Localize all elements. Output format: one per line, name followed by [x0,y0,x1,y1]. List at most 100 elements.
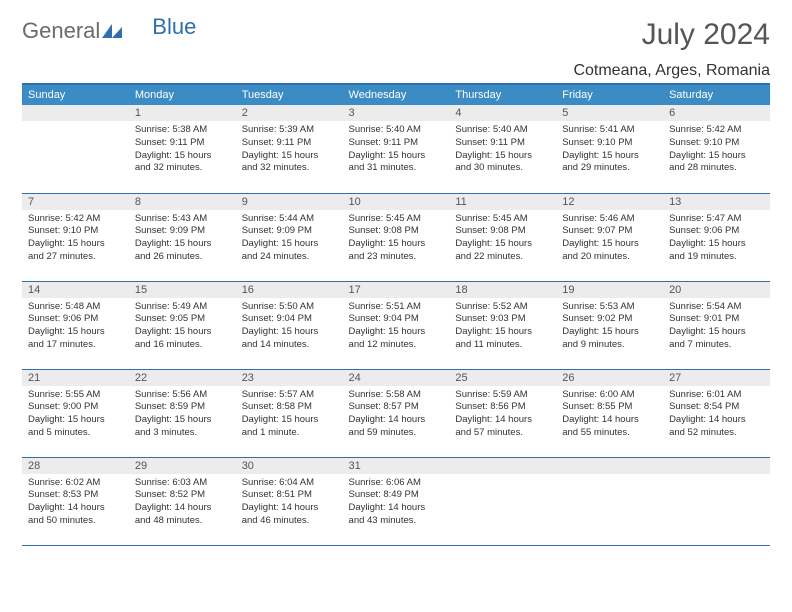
day-data: Sunrise: 6:06 AMSunset: 8:49 PMDaylight:… [343,474,450,532]
calendar-day-cell: 21Sunrise: 5:55 AMSunset: 9:00 PMDayligh… [22,369,129,457]
day-number: 17 [343,282,450,298]
day-number: 26 [556,370,663,386]
day-data: Sunrise: 5:56 AMSunset: 8:59 PMDaylight:… [129,386,236,444]
day-data: Sunrise: 5:51 AMSunset: 9:04 PMDaylight:… [343,298,450,356]
calendar-day-cell: 22Sunrise: 5:56 AMSunset: 8:59 PMDayligh… [129,369,236,457]
calendar-day-cell: 14Sunrise: 5:48 AMSunset: 9:06 PMDayligh… [22,281,129,369]
weekday-header: Saturday [663,85,770,105]
calendar-day-cell: 9Sunrise: 5:44 AMSunset: 9:09 PMDaylight… [236,193,343,281]
day-number: 25 [449,370,556,386]
day-number [556,458,663,474]
day-data: Sunrise: 5:49 AMSunset: 9:05 PMDaylight:… [129,298,236,356]
day-data: Sunrise: 6:00 AMSunset: 8:55 PMDaylight:… [556,386,663,444]
calendar-week-row: 1Sunrise: 5:38 AMSunset: 9:11 PMDaylight… [22,105,770,193]
day-data: Sunrise: 6:02 AMSunset: 8:53 PMDaylight:… [22,474,129,532]
day-data: Sunrise: 5:57 AMSunset: 8:58 PMDaylight:… [236,386,343,444]
day-data: Sunrise: 5:50 AMSunset: 9:04 PMDaylight:… [236,298,343,356]
calendar-day-cell: 24Sunrise: 5:58 AMSunset: 8:57 PMDayligh… [343,369,450,457]
day-data: Sunrise: 5:58 AMSunset: 8:57 PMDaylight:… [343,386,450,444]
calendar-day-cell: 2Sunrise: 5:39 AMSunset: 9:11 PMDaylight… [236,105,343,193]
day-data: Sunrise: 5:41 AMSunset: 9:10 PMDaylight:… [556,121,663,179]
calendar-day-cell: 30Sunrise: 6:04 AMSunset: 8:51 PMDayligh… [236,457,343,545]
day-number: 5 [556,105,663,121]
day-number: 22 [129,370,236,386]
day-number: 10 [343,194,450,210]
day-number [449,458,556,474]
calendar-day-cell: 11Sunrise: 5:45 AMSunset: 9:08 PMDayligh… [449,193,556,281]
day-data: Sunrise: 5:59 AMSunset: 8:56 PMDaylight:… [449,386,556,444]
calendar-day-cell: 29Sunrise: 6:03 AMSunset: 8:52 PMDayligh… [129,457,236,545]
day-number: 24 [343,370,450,386]
day-number: 7 [22,194,129,210]
day-number: 12 [556,194,663,210]
calendar-day-cell: 4Sunrise: 5:40 AMSunset: 9:11 PMDaylight… [449,105,556,193]
calendar-week-row: 7Sunrise: 5:42 AMSunset: 9:10 PMDaylight… [22,193,770,281]
weekday-header: Friday [556,85,663,105]
weekday-header: Wednesday [343,85,450,105]
calendar-day-cell: 13Sunrise: 5:47 AMSunset: 9:06 PMDayligh… [663,193,770,281]
weekday-header: Monday [129,85,236,105]
calendar-day-cell: 12Sunrise: 5:46 AMSunset: 9:07 PMDayligh… [556,193,663,281]
logo-word2: Blue [152,14,196,40]
calendar-day-cell: 18Sunrise: 5:52 AMSunset: 9:03 PMDayligh… [449,281,556,369]
title-block: July 2024 [642,18,770,54]
day-data: Sunrise: 5:45 AMSunset: 9:08 PMDaylight:… [343,210,450,268]
day-number [22,105,129,121]
day-data: Sunrise: 5:46 AMSunset: 9:07 PMDaylight:… [556,210,663,268]
day-data [449,474,556,530]
month-title: July 2024 [642,18,770,52]
day-number: 1 [129,105,236,121]
calendar-day-cell: 8Sunrise: 5:43 AMSunset: 9:09 PMDaylight… [129,193,236,281]
day-data: Sunrise: 5:42 AMSunset: 9:10 PMDaylight:… [22,210,129,268]
calendar-day-cell: 1Sunrise: 5:38 AMSunset: 9:11 PMDaylight… [129,105,236,193]
day-number: 30 [236,458,343,474]
day-data [22,121,129,177]
day-number: 20 [663,282,770,298]
day-number: 19 [556,282,663,298]
day-number: 14 [22,282,129,298]
day-data: Sunrise: 6:04 AMSunset: 8:51 PMDaylight:… [236,474,343,532]
day-number [663,458,770,474]
calendar-day-cell: 20Sunrise: 5:54 AMSunset: 9:01 PMDayligh… [663,281,770,369]
weekday-header: Thursday [449,85,556,105]
day-data: Sunrise: 5:55 AMSunset: 9:00 PMDaylight:… [22,386,129,444]
day-number: 3 [343,105,450,121]
day-data [663,474,770,530]
calendar-week-row: 21Sunrise: 5:55 AMSunset: 9:00 PMDayligh… [22,369,770,457]
calendar-week-row: 28Sunrise: 6:02 AMSunset: 8:53 PMDayligh… [22,457,770,545]
calendar-day-cell: 25Sunrise: 5:59 AMSunset: 8:56 PMDayligh… [449,369,556,457]
weekday-header: Sunday [22,85,129,105]
location-row: Cotmeana, Arges, Romania [22,62,770,85]
day-data: Sunrise: 5:53 AMSunset: 9:02 PMDaylight:… [556,298,663,356]
calendar-day-cell: 19Sunrise: 5:53 AMSunset: 9:02 PMDayligh… [556,281,663,369]
day-number: 18 [449,282,556,298]
day-number: 31 [343,458,450,474]
day-data: Sunrise: 6:03 AMSunset: 8:52 PMDaylight:… [129,474,236,532]
calendar-week-row: 14Sunrise: 5:48 AMSunset: 9:06 PMDayligh… [22,281,770,369]
calendar-body: 1Sunrise: 5:38 AMSunset: 9:11 PMDaylight… [22,105,770,545]
day-number: 16 [236,282,343,298]
day-data: Sunrise: 5:54 AMSunset: 9:01 PMDaylight:… [663,298,770,356]
day-data [556,474,663,530]
calendar-day-cell: 26Sunrise: 6:00 AMSunset: 8:55 PMDayligh… [556,369,663,457]
calendar-day-cell: 10Sunrise: 5:45 AMSunset: 9:08 PMDayligh… [343,193,450,281]
logo-word1: General [22,18,100,44]
day-number: 28 [22,458,129,474]
day-data: Sunrise: 5:40 AMSunset: 9:11 PMDaylight:… [449,121,556,179]
calendar-day-cell: 17Sunrise: 5:51 AMSunset: 9:04 PMDayligh… [343,281,450,369]
weekday-header: Tuesday [236,85,343,105]
day-data: Sunrise: 5:40 AMSunset: 9:11 PMDaylight:… [343,121,450,179]
logo-mark-icon [102,18,122,44]
calendar-empty-cell [663,457,770,545]
day-number: 15 [129,282,236,298]
day-data: Sunrise: 5:43 AMSunset: 9:09 PMDaylight:… [129,210,236,268]
day-number: 4 [449,105,556,121]
day-data: Sunrise: 5:48 AMSunset: 9:06 PMDaylight:… [22,298,129,356]
day-data: Sunrise: 5:52 AMSunset: 9:03 PMDaylight:… [449,298,556,356]
calendar-empty-cell [22,105,129,193]
day-data: Sunrise: 5:44 AMSunset: 9:09 PMDaylight:… [236,210,343,268]
calendar-day-cell: 7Sunrise: 5:42 AMSunset: 9:10 PMDaylight… [22,193,129,281]
day-number: 27 [663,370,770,386]
day-number: 8 [129,194,236,210]
day-data: Sunrise: 5:42 AMSunset: 9:10 PMDaylight:… [663,121,770,179]
